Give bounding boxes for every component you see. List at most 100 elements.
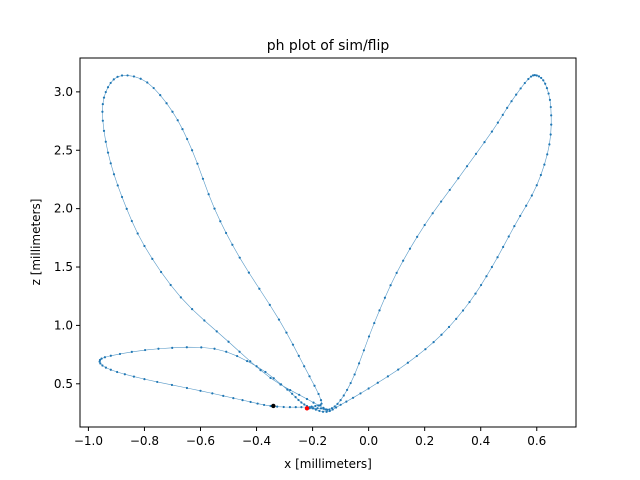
trajectory-point	[219, 220, 222, 223]
trajectory-point	[116, 370, 119, 374]
trajectory-point	[468, 300, 471, 304]
trajectory-point	[549, 133, 552, 136]
trajectory-point	[339, 399, 342, 402]
trajectory-point	[179, 296, 182, 299]
trajectory-point	[322, 406, 325, 409]
trajectory-point	[249, 360, 252, 363]
trajectory-point	[191, 308, 194, 311]
trajectory-point	[213, 347, 216, 350]
trajectory-point	[227, 340, 230, 343]
trajectory-point	[395, 271, 398, 274]
trajectory-point	[547, 92, 550, 95]
trajectory-point	[519, 214, 522, 218]
trajectory-point	[101, 119, 104, 122]
trajectory-point	[132, 375, 136, 378]
trajectory-point	[123, 373, 126, 376]
trajectory-point	[523, 81, 526, 85]
y-tick-label: 1.5	[54, 260, 73, 274]
trajectory-point	[288, 406, 292, 409]
trajectory-point	[132, 75, 136, 78]
trajectory-point	[457, 177, 460, 180]
trajectory-point	[367, 387, 370, 390]
trajectory-point	[406, 361, 409, 364]
trajectory-point	[321, 410, 325, 413]
trajectory-point	[169, 283, 172, 287]
trajectory-point	[542, 79, 545, 82]
trajectory-point	[224, 231, 228, 235]
y-axis-title: z [millimeters]	[29, 199, 43, 286]
trajectory-point	[540, 76, 543, 80]
trajectory-point	[109, 81, 112, 85]
trajectory-point	[152, 86, 155, 90]
trajectory-point	[185, 386, 189, 390]
trajectory-point	[171, 110, 174, 113]
trajectory-point	[533, 74, 536, 77]
trajectory-point	[272, 377, 275, 380]
trajectory-point	[285, 331, 288, 334]
trajectory-point	[106, 86, 110, 89]
trajectory-point	[548, 98, 552, 101]
trajectory-point	[402, 259, 405, 262]
trajectory-point	[510, 100, 513, 103]
trajectory-point	[130, 219, 133, 223]
y-tick-label: 2.0	[54, 202, 73, 216]
trajectory-point	[300, 406, 303, 409]
trajectory-point	[320, 402, 323, 405]
trajectory-point	[386, 375, 389, 378]
trajectory-point	[342, 394, 345, 397]
trajectory-point	[297, 354, 300, 357]
trajectory-point	[247, 271, 250, 274]
trajectory-point	[268, 303, 271, 306]
trajectory-point	[255, 365, 258, 368]
trajectory-point	[353, 373, 356, 376]
trajectory-point	[196, 162, 199, 165]
trajectory-point	[331, 408, 334, 411]
trajectory-point	[130, 350, 133, 353]
trajectory-point	[527, 77, 530, 81]
trajectory-point	[483, 140, 486, 144]
trajectory-point	[104, 366, 108, 369]
trajectory-point	[501, 113, 504, 116]
trajectory-point	[185, 346, 188, 349]
trajectory-point	[199, 389, 202, 392]
trajectory-point	[376, 381, 379, 384]
trajectory-point	[100, 357, 103, 360]
trajectory-point	[318, 409, 321, 412]
y-tick-label: 1.0	[54, 318, 73, 332]
trajectory-point	[308, 375, 311, 378]
trajectory-point	[397, 368, 400, 371]
trajectory-point	[325, 410, 328, 413]
trajectory-point	[99, 362, 102, 365]
trajectory-point	[201, 177, 205, 180]
trajectory-point	[112, 173, 116, 176]
trajectory-point	[440, 200, 443, 203]
trajectory-point	[112, 78, 115, 81]
trajectory-point	[335, 406, 338, 409]
trajectory-point	[276, 405, 279, 408]
trajectory-point	[513, 225, 516, 228]
x-tick-label: 0.2	[415, 434, 434, 448]
trajectory-point	[313, 384, 316, 387]
trajectory-point	[314, 408, 317, 411]
trajectory-point	[537, 75, 541, 78]
trajectory-point	[181, 128, 184, 131]
x-tick-label: −1.0	[74, 434, 103, 448]
trajectory-point	[104, 140, 107, 143]
trajectory-point	[215, 330, 218, 333]
trajectory-point	[316, 407, 319, 410]
trajectory-point	[106, 151, 110, 154]
x-tick-label: −0.4	[242, 434, 271, 448]
trajectory-point	[256, 402, 259, 405]
trajectory-point	[231, 243, 234, 246]
trajectory-point	[98, 360, 101, 363]
trajectory-point	[269, 404, 272, 408]
trajectory-point	[314, 404, 317, 408]
end-point	[304, 406, 310, 411]
trajectory-point	[294, 396, 297, 399]
trajectory-point	[543, 163, 546, 166]
trajectory-point	[225, 350, 228, 353]
trajectory-point	[535, 74, 538, 77]
trajectory-point	[535, 184, 538, 187]
trajectory-point	[109, 354, 112, 357]
